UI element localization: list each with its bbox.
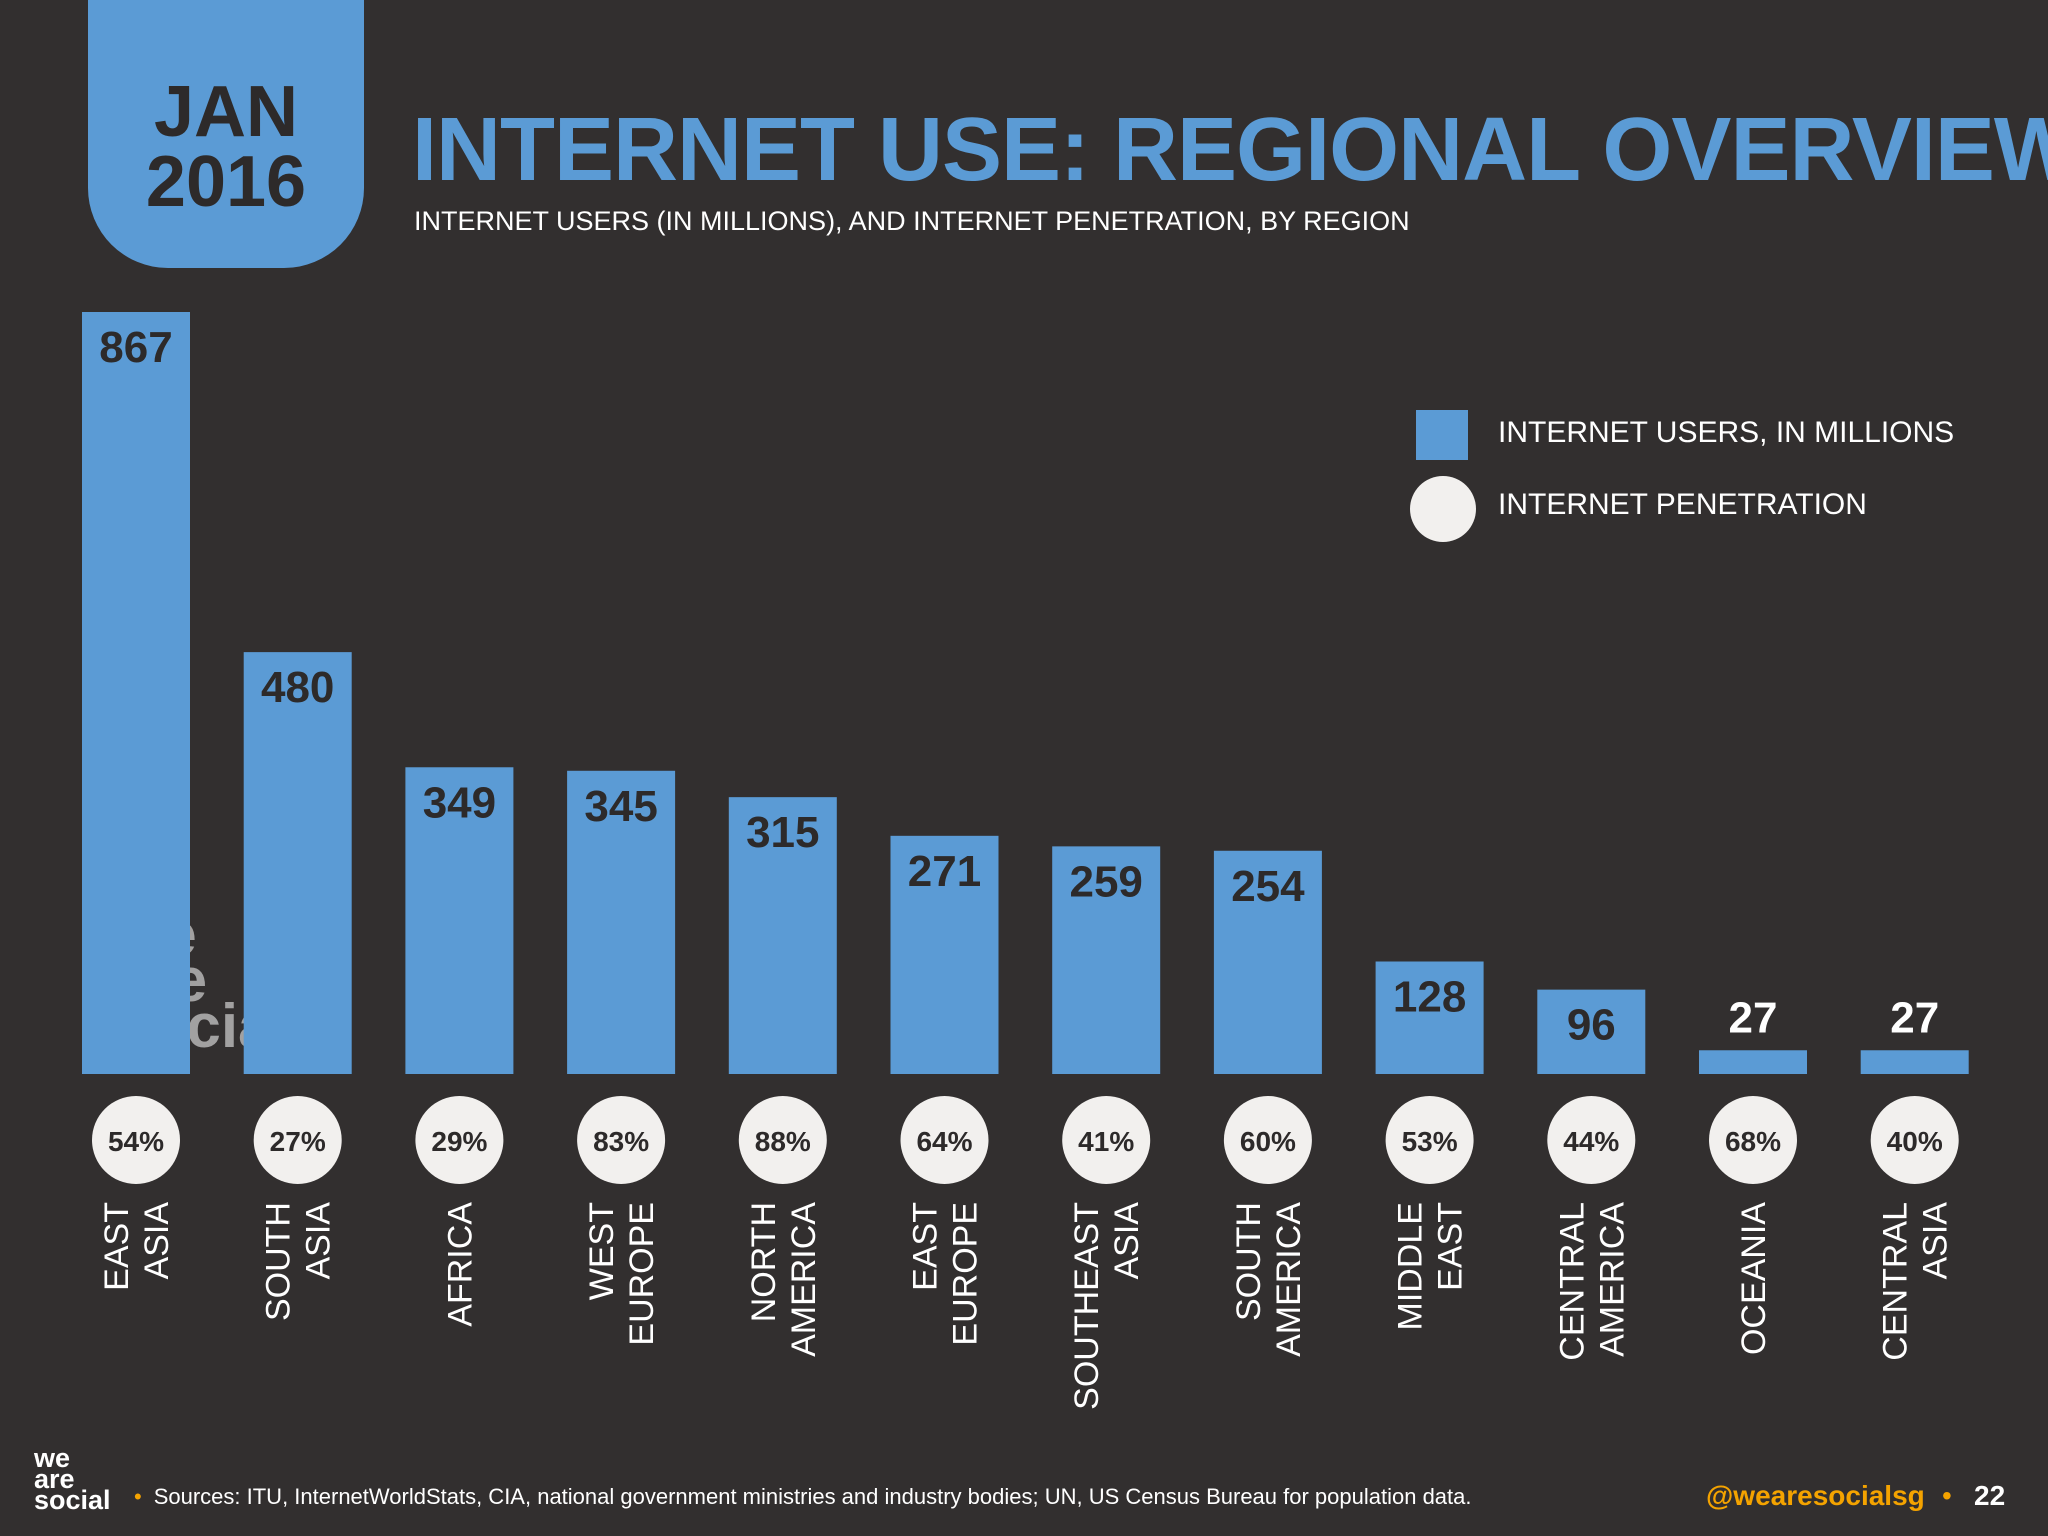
bar-3 [567,770,676,1074]
legend-penetration-swatch [1410,476,1476,542]
logo-line-3: social [34,1485,111,1515]
legend-penetration-label: INTERNET PENETRATION [1498,488,1867,521]
penetration-label-10: 68% [1725,1126,1781,1157]
category-label-11-0: CENTRAL [1877,1202,1915,1361]
penetration-circle-7 [1223,1096,1312,1184]
category-label-5-1: EUROPE [947,1202,985,1346]
bar-5 [890,835,999,1074]
sources-note: • Sources: ITU, InternetWorldStats, CIA, … [134,1484,1472,1510]
page-subtitle: INTERNET USERS (IN MILLIONS), AND INTERN… [414,206,1410,236]
category-label-8-1: EAST [1432,1202,1470,1291]
category-label-11-1: ASIA [1917,1202,1955,1280]
bullet-dot-icon: • [134,1484,142,1509]
category-label-9-1: AMERICA [1593,1202,1631,1357]
category-label-5-0: EAST [907,1202,945,1291]
penetration-label-1: 27% [270,1126,326,1157]
penetration-circle-6 [1062,1096,1151,1184]
category-label-9-0: CENTRAL [1553,1202,1591,1361]
bar-10 [1699,1050,1807,1074]
sources-text: Sources: ITU, InternetWorldStats, CIA, n… [153,1484,1472,1509]
penetration-circle-1 [253,1096,342,1184]
penetration-label-0: 54% [108,1126,164,1157]
category-label-10-0: OCEANIA [1735,1202,1773,1355]
bar-value-label-3: 345 [584,782,657,831]
separator-dot-icon: • [1942,1480,1952,1511]
bar-value-label-2: 349 [423,778,496,827]
bar-6 [1052,846,1161,1074]
penetration-label-5: 64% [916,1126,972,1157]
bar-4 [728,797,837,1074]
penetration-circle-5 [900,1096,989,1184]
logo-line-2: are [34,1464,75,1494]
penetration-label-2: 29% [431,1126,487,1157]
logo-line-1: we [34,1443,71,1473]
bar-11 [1860,1050,1969,1074]
category-label-4-1: AMERICA [785,1202,823,1357]
page-title: INTERNET USE: REGIONAL OVERVIEW [412,100,2048,200]
penetration-label-11: 40% [1887,1126,1943,1157]
bar-value-label-10: 27 [1729,993,1778,1042]
penetration-label-9: 44% [1563,1126,1619,1157]
category-label-3-0: WEST [583,1202,621,1300]
brand-logo: we are social [34,1443,111,1515]
bar-value-label-9: 96 [1567,1001,1616,1050]
penetration-label-7: 60% [1240,1126,1296,1157]
bar-9 [1537,989,1646,1074]
penetration-circle-10 [1709,1096,1797,1184]
bar-2 [405,767,514,1074]
penetration-circle-3 [577,1096,666,1184]
bar-value-label-7: 254 [1231,862,1305,911]
bar-value-label-6: 259 [1069,857,1142,906]
penetration-label-8: 53% [1402,1126,1458,1157]
penetration-circle-4 [738,1096,827,1184]
category-label-3-1: EUROPE [623,1202,661,1346]
category-label-6-0: SOUTHEAST [1068,1202,1106,1410]
penetration-label-3: 83% [593,1126,649,1157]
category-label-7-0: SOUTH [1230,1202,1268,1321]
penetration-label-4: 88% [755,1126,811,1157]
bar-8 [1375,961,1484,1074]
page-number: 22 [1974,1480,2006,1511]
bar-1 [243,652,352,1074]
penetration-circle-2 [415,1096,504,1184]
bar-0 [82,312,190,1074]
social-handle: @wearesocialsg [1706,1480,1925,1511]
bar-7 [1213,850,1322,1074]
bar-value-label-1: 480 [261,663,334,712]
bar-value-label-8: 128 [1393,973,1466,1022]
category-label-0-1: ASIA [138,1202,176,1280]
bar-value-label-0: 867 [99,323,172,372]
category-label-2-0: AFRICA [441,1202,479,1327]
date-year: 2016 [145,142,307,222]
category-label-6-1: ASIA [1108,1202,1146,1280]
category-label-8-0: MIDDLE [1392,1202,1430,1330]
penetration-circle-9 [1547,1096,1636,1184]
date-badge: JAN 2016 [88,0,364,268]
category-label-1-0: SOUTH [260,1202,298,1321]
date-month: JAN [153,72,299,152]
category-label-7-1: AMERICA [1270,1202,1308,1357]
category-label-1-1: ASIA [300,1202,338,1280]
bar-value-label-11: 27 [1890,993,1939,1042]
penetration-circle-8 [1385,1096,1474,1184]
penetration-circle-11 [1870,1096,1959,1184]
bar-value-label-5: 271 [908,847,981,896]
category-label-4-0: NORTH [745,1202,783,1322]
bar-value-label-4: 315 [746,808,819,857]
legend-users-label: INTERNET USERS, IN MILLIONS [1498,416,1955,449]
penetration-circle-0 [92,1096,180,1184]
category-label-0-0: EAST [98,1202,136,1291]
legend-users-swatch [1416,410,1468,460]
penetration-label-6: 41% [1078,1126,1134,1157]
